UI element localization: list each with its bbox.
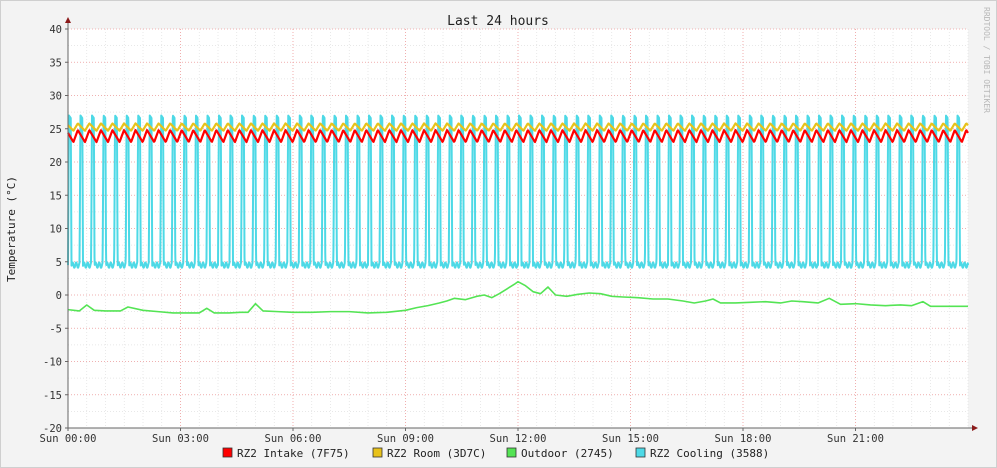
x-tick-label: Sun 06:00	[265, 433, 322, 445]
series-line-rz2-cooling-3588	[67, 114, 969, 269]
x-tick-label: Sun 03:00	[152, 433, 209, 445]
y-tick-label: -15	[43, 390, 62, 402]
y-tick-label: -10	[43, 357, 62, 369]
legend-label: RZ2 Room (3D7C)	[387, 447, 486, 460]
chart-title: Last 24 hours	[447, 14, 549, 29]
y-axis-arrow	[65, 17, 71, 23]
x-tick-label: Sun 15:00	[602, 433, 659, 445]
series-line-rz2-room-3d7c	[67, 122, 969, 132]
legend: RZ2 Intake (7F75) RZ2 Room (3D7C) Outdoor …	[222, 447, 769, 460]
x-axis-arrow	[972, 425, 978, 431]
x-tick-label: Sun 00:00	[40, 433, 97, 445]
y-tick-label: 20	[49, 157, 62, 169]
series-line-rz2-intake-7f75	[67, 128, 969, 144]
series-layer	[67, 114, 969, 314]
legend-label: RZ2 Intake (7F75)	[237, 447, 350, 460]
y-tick-label: 40	[49, 24, 62, 36]
y-tick-label: 30	[49, 91, 62, 103]
y-axis-label: Temperature (°C)	[5, 176, 18, 282]
x-tick-label: Sun 18:00	[715, 433, 772, 445]
y-tick-label: 35	[49, 57, 62, 69]
legend-label: Outdoor (2745)	[521, 447, 614, 460]
y-tick-label: 15	[49, 190, 62, 202]
y-tick-label: -5	[49, 323, 62, 335]
y-tick-label: 10	[49, 224, 62, 236]
y-tick-label: 5	[56, 257, 62, 269]
series-line-outdoor-2745	[67, 280, 968, 314]
legend-swatch	[506, 447, 517, 458]
y-tick-label: 0	[56, 290, 62, 302]
legend-swatch	[372, 447, 383, 458]
legend-swatch	[635, 447, 646, 458]
x-tick-label: Sun 21:00	[827, 433, 884, 445]
x-tick-label: Sun 09:00	[377, 433, 434, 445]
watermark: RRDTOOL / TOBI OETIKER	[982, 7, 991, 113]
legend-swatch	[222, 447, 233, 458]
legend-label: RZ2 Cooling (3588)	[650, 447, 769, 460]
x-tick-label: Sun 12:00	[490, 433, 547, 445]
y-tick-label: -20	[43, 423, 62, 435]
y-tick-label: 25	[49, 124, 62, 136]
